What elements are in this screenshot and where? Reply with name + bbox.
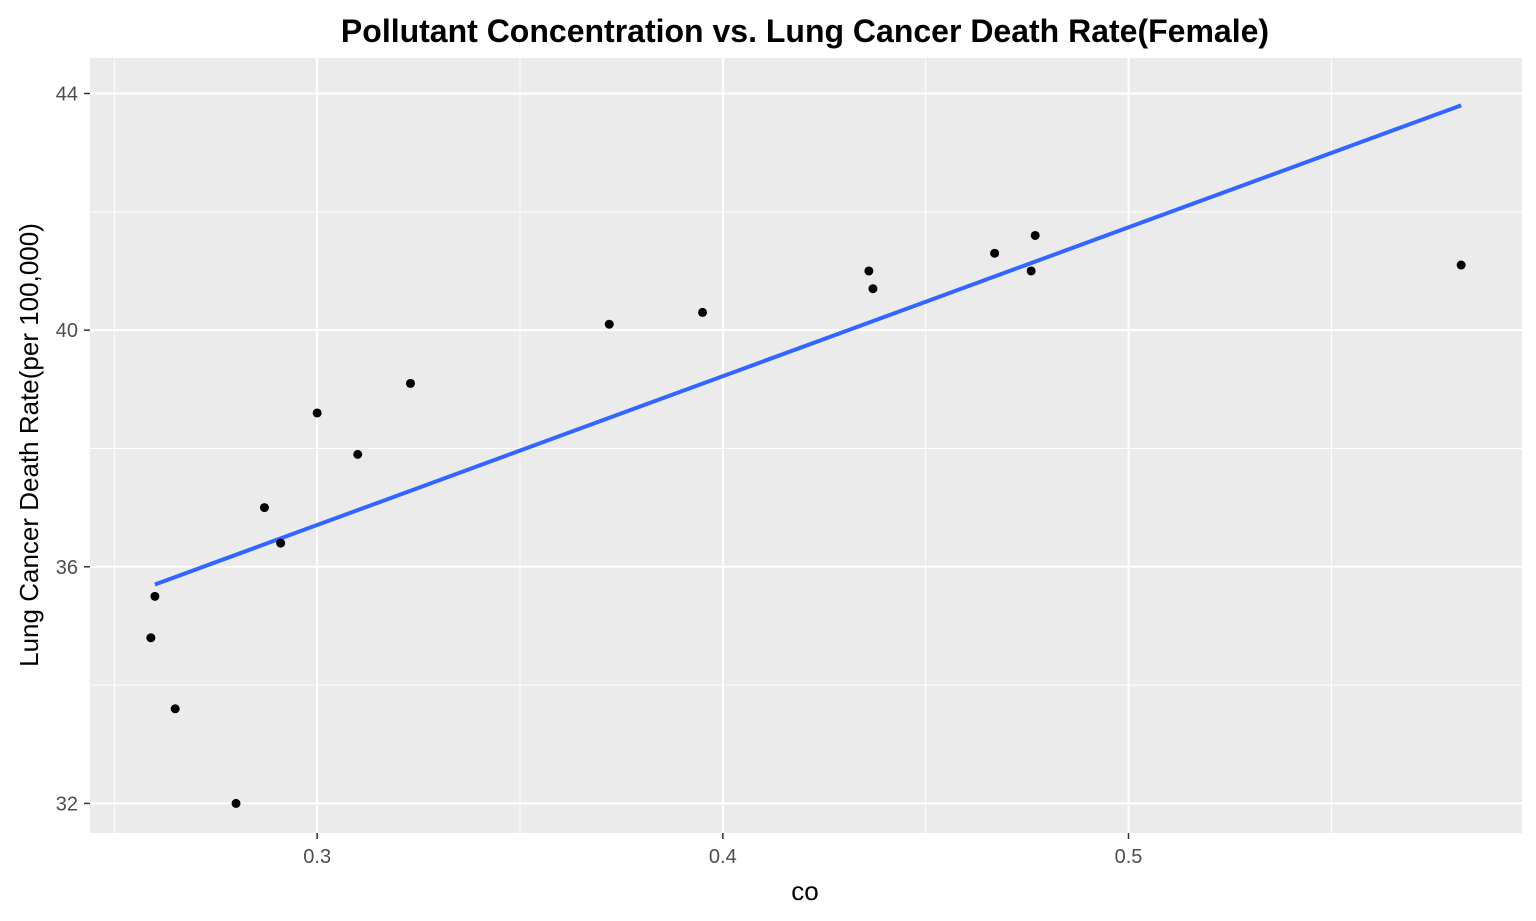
data-point: [146, 633, 156, 643]
trend-line: [154, 103, 1462, 587]
y-tick-label: 32: [56, 793, 78, 815]
data-point: [604, 319, 614, 329]
data-point: [1456, 260, 1466, 270]
y-axis-ticks: 32 36 40 44: [56, 83, 90, 815]
chart-title: Pollutant Concentration vs. Lung Cancer …: [341, 13, 1269, 49]
x-axis-ticks: 0.3 0.4 0.5: [303, 833, 1142, 868]
y-tick-label: 44: [56, 83, 78, 105]
data-point: [1026, 266, 1036, 276]
data-point: [1030, 230, 1040, 240]
data-point: [170, 704, 180, 714]
major-grid: [90, 58, 1522, 833]
x-axis-title: co: [791, 876, 818, 906]
data-point: [868, 284, 878, 294]
y-tick-label: 40: [56, 320, 78, 342]
data-point: [990, 248, 1000, 258]
data-point: [864, 266, 874, 276]
data-point: [405, 378, 415, 388]
x-tick-label: 0.3: [303, 846, 331, 868]
data-point: [312, 408, 322, 418]
data-point: [259, 503, 269, 513]
data-point: [698, 307, 708, 317]
data-point: [353, 449, 363, 459]
data-point: [150, 591, 160, 601]
minor-grid: [90, 58, 1522, 833]
y-tick-label: 36: [56, 557, 78, 579]
data-point: [231, 798, 241, 808]
y-axis-title: Lung Cancer Death Rate(per 100,000): [14, 223, 44, 667]
x-tick-label: 0.4: [709, 846, 737, 868]
trend-line-layer: [154, 103, 1462, 587]
points-layer: [146, 230, 1466, 808]
data-point: [276, 538, 286, 548]
plot-panel: [90, 58, 1522, 833]
x-tick-label: 0.5: [1115, 846, 1143, 868]
